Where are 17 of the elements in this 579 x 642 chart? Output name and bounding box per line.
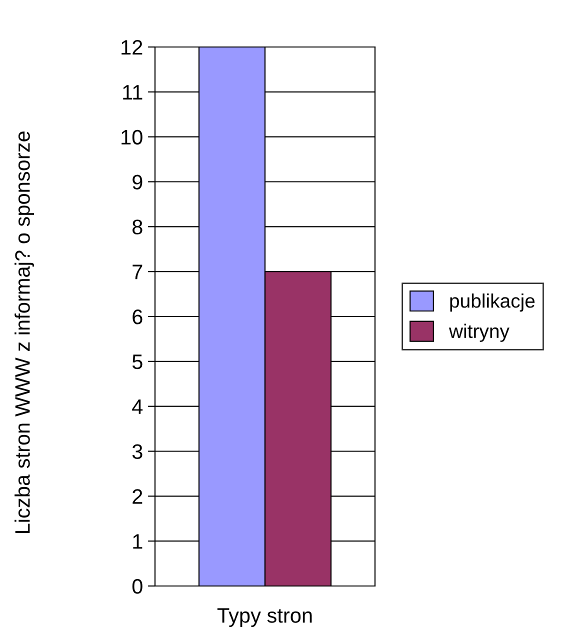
- legend-label: publikacje: [450, 294, 535, 312]
- y-tick-label: 1: [133, 534, 142, 549]
- legend-label: witryny: [448, 324, 510, 342]
- y-tick-label: 6: [132, 310, 142, 324]
- y-tick-label: 10: [122, 130, 142, 145]
- y-tick-label: 7: [132, 264, 142, 280]
- y-tick-label: 4: [132, 400, 143, 414]
- y-tick-label: 2: [132, 489, 142, 504]
- y-axis-title: Liczba stron WWW z informaj? o sponsorze: [14, 132, 34, 533]
- y-tick-label: 0: [132, 579, 142, 594]
- x-axis-title: Typy stron: [217, 608, 312, 627]
- y-tick-label: 11: [123, 85, 142, 100]
- y-tick-label: 12: [122, 40, 142, 55]
- y-tick-label: 5: [132, 354, 142, 370]
- y-tick-label: 9: [132, 174, 142, 190]
- y-tick-label: 3: [132, 444, 142, 460]
- y-tick-label: 8: [132, 220, 142, 234]
